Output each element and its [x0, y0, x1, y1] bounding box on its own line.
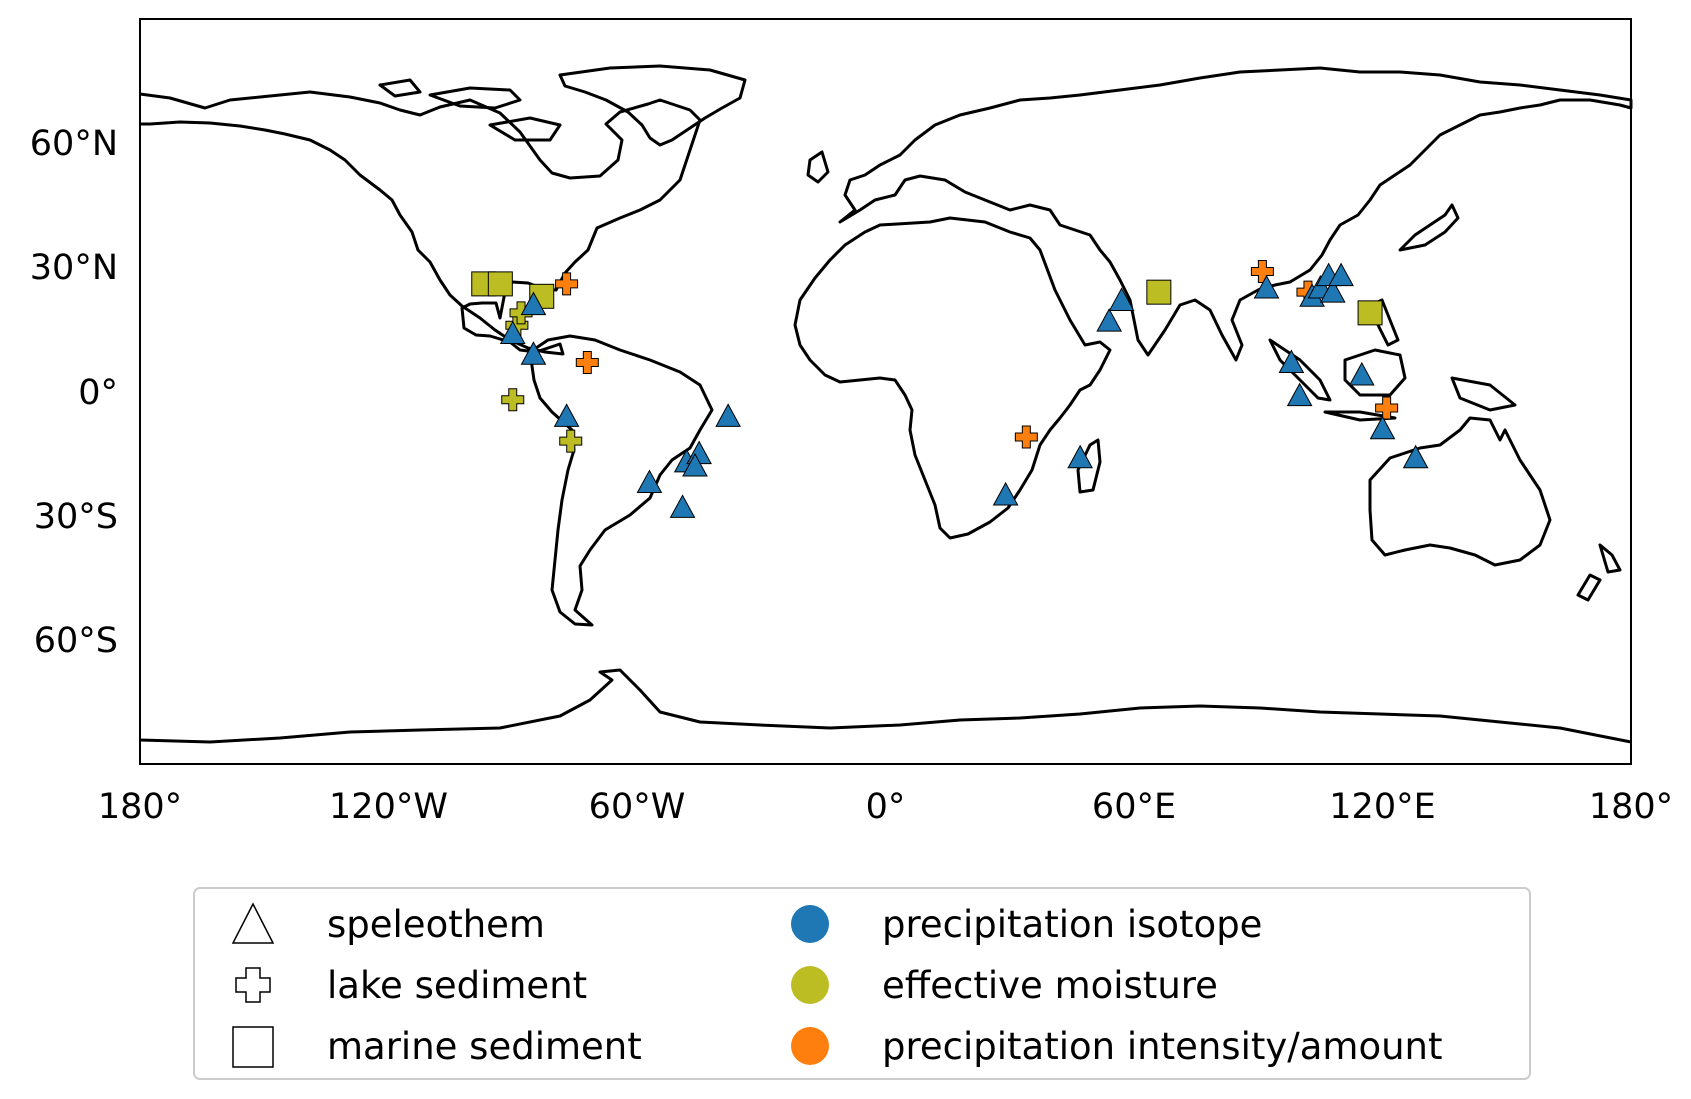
speleothem-marker: [1369, 415, 1396, 440]
coastline-greenland: [558, 64, 747, 147]
coastline-australia: [1368, 416, 1552, 567]
lake-sediment-marker: [575, 351, 599, 375]
speleothem-marker: [1328, 262, 1354, 287]
lake-sediment-marker: [1375, 396, 1399, 420]
speleothem-marker: [499, 320, 526, 345]
circle-icon: [791, 1027, 829, 1065]
marine-sediment-marker: [487, 271, 513, 297]
speleothem-marker: [1402, 444, 1429, 469]
lake-sediment-marker: [501, 388, 525, 412]
coastline-antarctica: [139, 668, 1632, 744]
coastlines: [139, 64, 1633, 744]
x-tick-labels: 180° 120°W 60°W 0° 60°E 120°E 180°: [98, 787, 1673, 827]
speleothem-marker: [1278, 349, 1305, 374]
coastline-africa: [793, 216, 1112, 540]
speleothem-marker: [1067, 444, 1094, 469]
marine-sediment-marker: [1146, 279, 1172, 305]
y-tick-label: 30°N: [30, 248, 118, 288]
speleothem-marker: [682, 452, 708, 477]
x-tick-label: 60°E: [1092, 787, 1176, 827]
speleothem-marker: [1319, 279, 1346, 303]
map-frame: [139, 18, 1632, 765]
legend-label-precipitation-intensity: precipitation intensity/amount: [882, 1025, 1443, 1068]
x-tick-label: 120°W: [329, 787, 448, 827]
map-plot-area: 180° 120°W 60°W 0° 60°E 120°E 180° 60°N …: [30, 18, 1673, 827]
coastline-arctic-islands: [378, 78, 562, 142]
speleothem-marker: [1108, 287, 1135, 311]
speleothem-marker: [1286, 382, 1313, 407]
speleothem-marker: [1096, 308, 1122, 332]
marine-sediment-marker: [1357, 300, 1383, 326]
speleothem-marker: [553, 403, 580, 427]
circle-icon: [791, 966, 829, 1004]
speleothem-marker: [992, 481, 1019, 506]
coastline-new-zealand: [1576, 543, 1622, 602]
x-tick-label: 180°: [1589, 787, 1673, 827]
circle-icon: [791, 905, 829, 943]
legend: speleothem lake sediment marine sediment…: [193, 887, 1531, 1080]
y-tick-label: 60°N: [30, 124, 118, 164]
coastline-new-guinea: [1450, 376, 1517, 412]
proxy-site-markers: [471, 259, 1429, 518]
lake-sediment-marker: [1014, 425, 1038, 449]
lake-sediment-marker: [559, 429, 583, 453]
coastline-java: [1323, 410, 1397, 422]
coastline-british-isles: [806, 150, 830, 184]
speleothem-marker: [715, 403, 741, 427]
y-tick-label: 60°S: [34, 621, 118, 661]
speleothem-marker: [1348, 361, 1375, 386]
lake-sediment-marker: [555, 272, 579, 296]
legend-label-marine-sediment: marine sediment: [327, 1025, 642, 1068]
legend-label-speleothem: speleothem: [327, 903, 545, 946]
coastline-borneo: [1343, 348, 1407, 397]
coastline-sumatra: [1268, 338, 1332, 402]
triangle-icon: [231, 902, 275, 944]
x-tick-label: 180°: [98, 787, 182, 827]
coastline-eurasia: [838, 66, 1633, 362]
y-tick-label: 30°S: [34, 497, 118, 537]
speleothem-marker: [520, 291, 547, 316]
x-tick-label: 120°E: [1329, 787, 1435, 827]
speleothem-marker: [669, 494, 696, 518]
y-tick-label: 0°: [78, 373, 118, 413]
speleothem-marker: [636, 469, 663, 494]
plus-icon: [235, 967, 271, 1003]
x-tick-label: 0°: [866, 787, 906, 827]
x-tick-label: 60°W: [589, 787, 686, 827]
y-tick-labels: 60°N 30°N 0° 30°S 60°S: [30, 124, 118, 661]
coastline-south-america: [528, 334, 714, 627]
legend-box: [193, 887, 1531, 1080]
coastline-madagascar: [1076, 438, 1102, 494]
speleothem-marker: [520, 341, 547, 365]
square-icon: [232, 1026, 274, 1068]
legend-label-precipitation-isotope: precipitation isotope: [882, 903, 1262, 946]
legend-label-lake-sediment: lake sediment: [327, 964, 587, 1007]
legend-label-effective-moisture: effective moisture: [882, 964, 1218, 1007]
coastline-japan: [1398, 203, 1460, 252]
speleothem-marker: [1253, 274, 1280, 299]
